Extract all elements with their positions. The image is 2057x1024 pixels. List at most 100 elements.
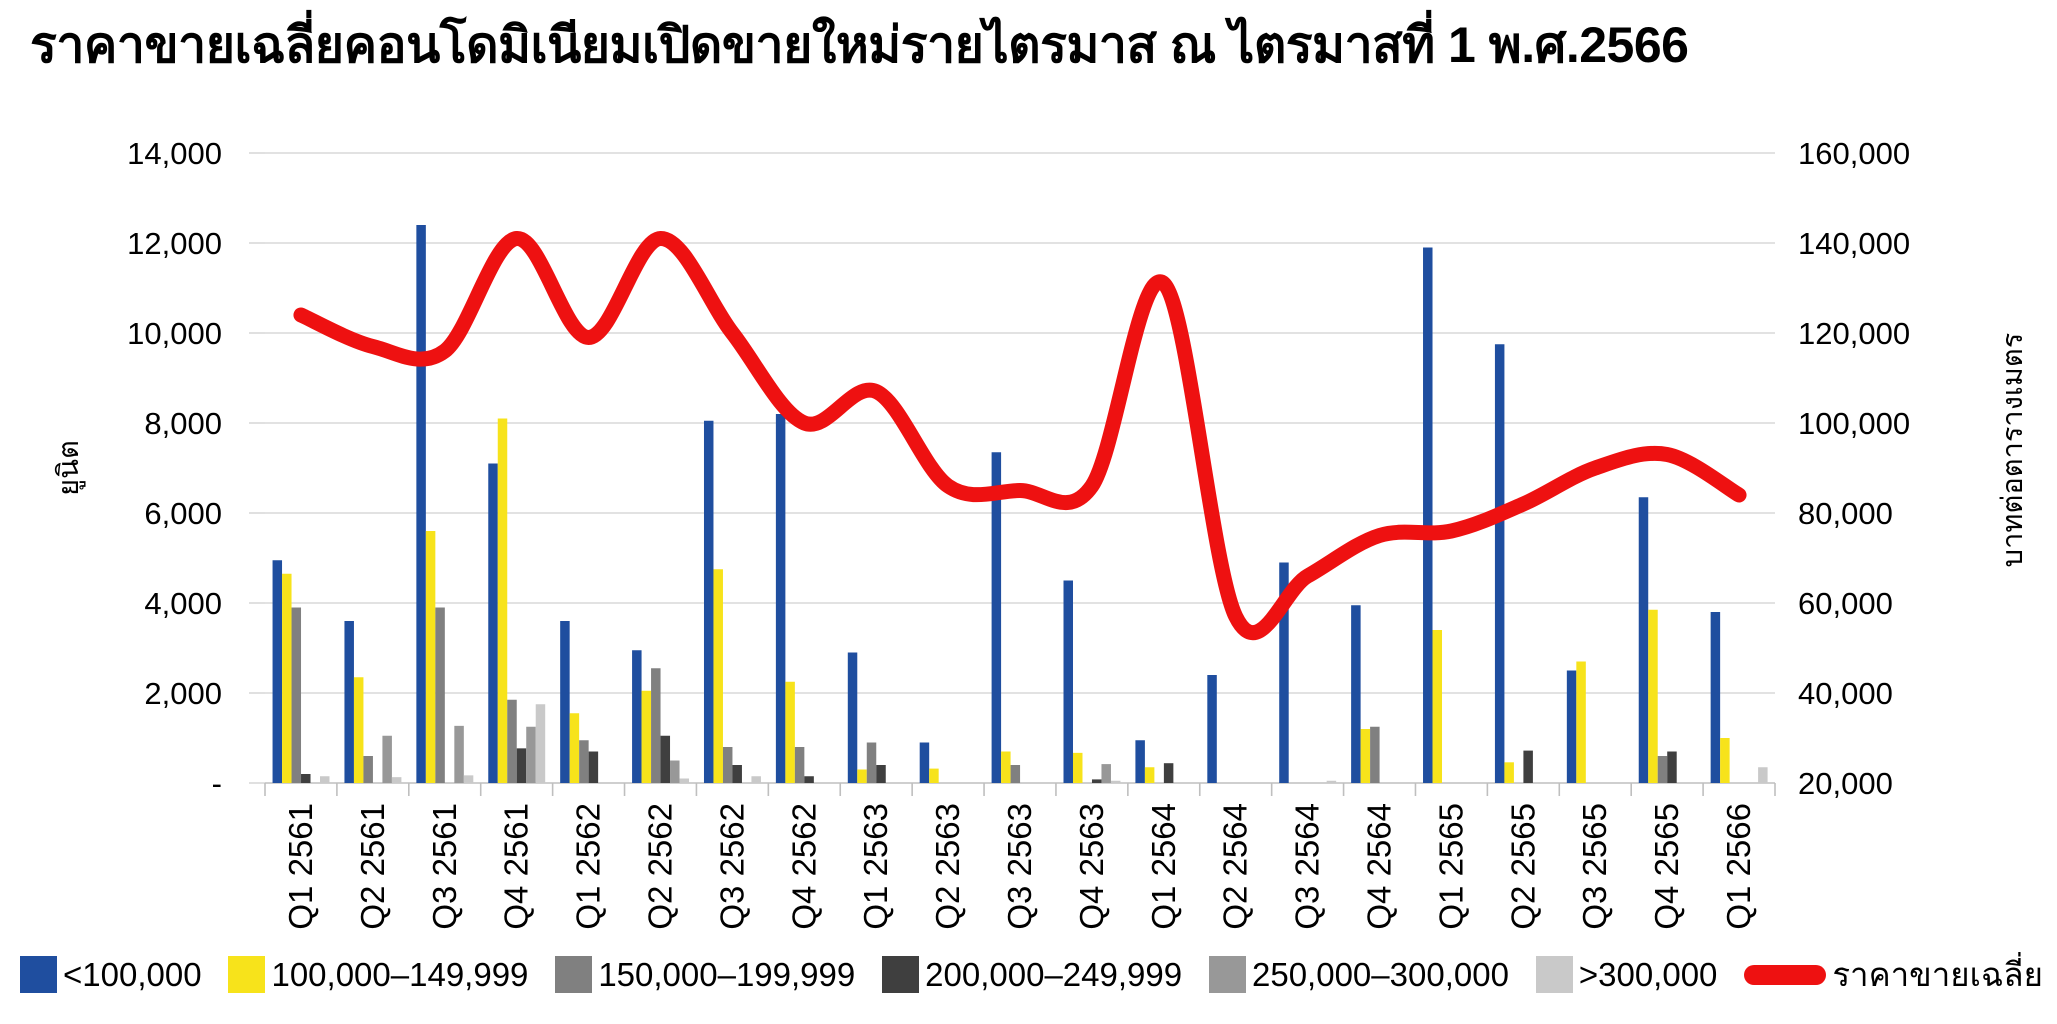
right-tick-label: 100,000 bbox=[1798, 406, 1910, 441]
legend-swatch bbox=[882, 956, 920, 993]
bar bbox=[363, 756, 373, 783]
legend-item: 250,000–300,000 bbox=[1209, 956, 1509, 994]
bar bbox=[497, 418, 508, 783]
bar bbox=[1566, 670, 1577, 783]
right-tick-label: 60,000 bbox=[1798, 586, 1893, 621]
legend-label: 200,000–249,999 bbox=[925, 955, 1183, 993]
x-axis-label: Q2 2564 bbox=[1217, 803, 1254, 930]
left-tick-label: 4,000 bbox=[144, 586, 222, 621]
bar bbox=[847, 652, 858, 783]
legend-item: 100,000–149,999 bbox=[228, 956, 528, 994]
bar bbox=[1720, 738, 1730, 783]
bar bbox=[1101, 764, 1111, 783]
bar bbox=[526, 726, 536, 783]
bar bbox=[579, 740, 589, 783]
bar bbox=[1110, 780, 1121, 783]
bar bbox=[1432, 630, 1443, 783]
x-axis-label: Q1 2562 bbox=[570, 803, 607, 930]
x-axis-label: Q4 2561 bbox=[498, 803, 535, 930]
bar bbox=[282, 573, 292, 783]
right-axis-title: บาทต่อตารางเมตร bbox=[1997, 333, 2029, 568]
bar bbox=[1710, 612, 1721, 783]
x-axis-label: Q2 2565 bbox=[1504, 803, 1541, 930]
bar bbox=[660, 735, 671, 783]
right-tick-label: 40,000 bbox=[1798, 676, 1893, 711]
bar bbox=[679, 778, 690, 783]
right-tick-label: 80,000 bbox=[1798, 496, 1893, 531]
x-axis-label: Q4 2562 bbox=[785, 803, 822, 930]
bar bbox=[1135, 740, 1145, 783]
bar bbox=[1207, 675, 1217, 783]
bar bbox=[425, 531, 436, 783]
x-axis-label: Q3 2561 bbox=[426, 803, 463, 930]
legend-item-avg-line: ราคาขายเฉลี่ย bbox=[1744, 948, 2043, 1001]
x-axis-labels: Q1 2561 Q2 2561 Q3 2561 Q4 2561 Q1 2562 Q2 25… bbox=[282, 803, 1757, 930]
bar bbox=[507, 699, 517, 783]
bar bbox=[535, 704, 546, 783]
left-tick-label: 12,000 bbox=[127, 226, 222, 261]
bar bbox=[919, 742, 930, 783]
legend-label: >300,000 bbox=[1578, 955, 1718, 993]
bar bbox=[1326, 780, 1337, 783]
right-tick-label: 140,000 bbox=[1798, 226, 1910, 261]
x-axis-label: Q3 2562 bbox=[713, 803, 750, 930]
bar bbox=[1072, 752, 1083, 783]
bar bbox=[1001, 751, 1011, 783]
bar bbox=[516, 748, 527, 783]
bar-series bbox=[272, 225, 1768, 783]
bar bbox=[651, 668, 661, 783]
legend-swatch bbox=[1535, 956, 1573, 993]
legend-item: <100,000 bbox=[20, 956, 202, 994]
bar bbox=[272, 560, 283, 783]
x-axis-label: Q1 2566 bbox=[1720, 803, 1757, 930]
bar bbox=[785, 681, 795, 783]
x-axis-label: Q2 2563 bbox=[929, 803, 966, 930]
bar bbox=[353, 677, 364, 783]
bar bbox=[1638, 497, 1649, 783]
left-axis-title: ยูนิต bbox=[53, 440, 86, 496]
bar bbox=[1010, 765, 1021, 783]
bar bbox=[794, 747, 805, 783]
left-tick-label: - bbox=[212, 766, 222, 801]
x-axis-label: Q4 2563 bbox=[1073, 803, 1110, 930]
bar bbox=[703, 420, 714, 783]
left-tick-label: 8,000 bbox=[144, 406, 222, 441]
bar bbox=[1163, 763, 1174, 783]
legend-swatch bbox=[228, 956, 266, 993]
legend-line-swatch bbox=[1744, 964, 1827, 985]
legend-swatch bbox=[20, 956, 57, 993]
bar bbox=[1091, 779, 1102, 783]
bar bbox=[344, 621, 354, 783]
bar bbox=[416, 225, 426, 783]
right-tick-label: 120,000 bbox=[1798, 316, 1910, 351]
bar bbox=[876, 765, 886, 783]
bar bbox=[866, 742, 877, 783]
x-axis-label: Q1 2563 bbox=[857, 803, 894, 930]
legend-label: 100,000–149,999 bbox=[271, 955, 529, 993]
bar bbox=[991, 452, 1002, 783]
left-tick-label: 6,000 bbox=[144, 496, 222, 531]
legend-item: 200,000–249,999 bbox=[882, 956, 1182, 994]
legend-label: <100,000 bbox=[63, 955, 202, 993]
left-tick-label: 2,000 bbox=[144, 676, 222, 711]
bar bbox=[1351, 605, 1361, 783]
x-axis-label: Q3 2564 bbox=[1289, 803, 1326, 930]
axis-tick-labels: - 20,000 2,000 40,000 4,000 60,000 6,000 80,000… bbox=[127, 136, 1910, 801]
bar bbox=[857, 769, 867, 783]
x-axis-label: Q3 2563 bbox=[1001, 803, 1038, 930]
bar bbox=[1523, 750, 1533, 783]
legend-swatch bbox=[555, 956, 593, 993]
legend-label: ราคาขายเฉลี่ย bbox=[1832, 956, 2043, 993]
legend-item: >300,000 bbox=[1535, 955, 1718, 994]
bar bbox=[588, 751, 599, 783]
legend-item: 150,000–199,999 bbox=[555, 956, 855, 994]
gridlines bbox=[249, 152, 1776, 796]
bar bbox=[1667, 751, 1677, 783]
x-axis-label: Q4 2564 bbox=[1361, 803, 1398, 930]
avg-price-line bbox=[293, 231, 1747, 641]
legend-swatch bbox=[1209, 956, 1246, 993]
bar bbox=[435, 607, 445, 783]
bar bbox=[1063, 580, 1073, 783]
left-tick-label: 10,000 bbox=[127, 316, 222, 351]
